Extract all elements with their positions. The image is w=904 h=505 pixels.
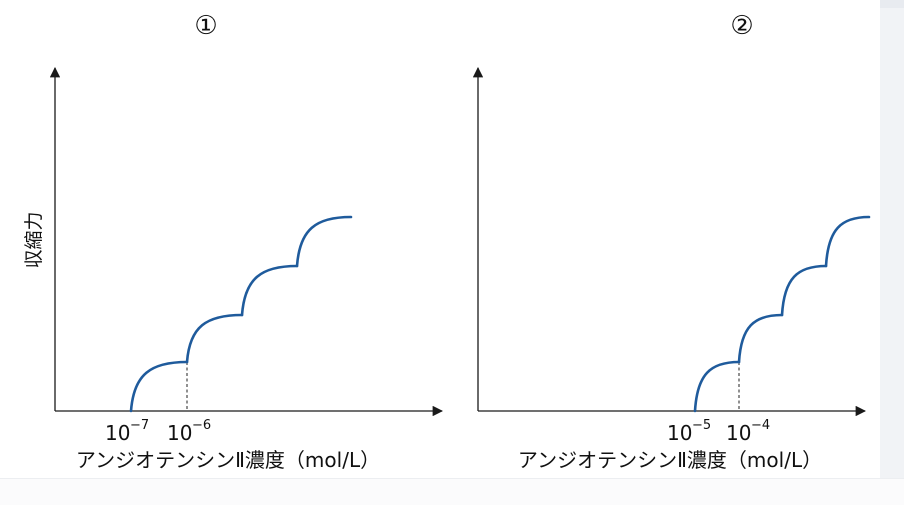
panel-2-x-label: アンジオテンシンⅡ濃度（mol/L） — [518, 448, 822, 472]
panel-1-title: ① — [194, 11, 217, 41]
panel-2-tick-2-base: 10 — [726, 421, 751, 445]
panel-2-tick-1-exp: −5 — [692, 418, 711, 433]
panel-1-tick-1-exp: −7 — [130, 418, 149, 433]
chart-panel-1: ① 収縮力 10 −7 10 −6 アンジオテンシンⅡ濃度（mol/L） — [23, 11, 444, 472]
curve-step-2 — [737, 313, 784, 364]
panel-2-tick-1-base: 10 — [667, 421, 692, 445]
curve-step-1 — [693, 360, 741, 413]
curve-step-2 — [185, 313, 244, 364]
panel-1-tick-1: 10 −7 — [105, 418, 149, 445]
curve-step-3 — [780, 264, 828, 317]
curve-step-1 — [129, 360, 189, 413]
panel-2-tick-2-exp: −4 — [751, 418, 770, 433]
chart-panel-2: ② 10 −5 10 −4 アンジオテンシンⅡ濃度（mol/L） — [472, 11, 871, 472]
panel-1-tick-2: 10 −6 — [167, 418, 211, 445]
panel-2-curve — [693, 215, 871, 413]
panel-1-tick-2-base: 10 — [167, 421, 192, 445]
side-strip — [880, 0, 904, 504]
panel-1-tick-2-exp: −6 — [192, 418, 211, 433]
panel-1-curve — [129, 215, 353, 413]
side-strip-notch — [880, 0, 904, 8]
panel-2-tick-1: 10 −5 — [667, 418, 711, 445]
panel-1-x-label: アンジオテンシンⅡ濃度（mol/L） — [76, 448, 380, 472]
curve-step-4 — [824, 215, 871, 268]
panel-2-title: ② — [730, 11, 753, 41]
panel-2-tick-2: 10 −4 — [726, 418, 770, 445]
bottom-strip — [0, 478, 904, 505]
curve-step-4 — [295, 215, 353, 268]
curve-step-3 — [240, 264, 299, 317]
panel-1-tick-1-base: 10 — [105, 421, 130, 445]
panel-1-y-label: 収縮力 — [23, 211, 45, 268]
